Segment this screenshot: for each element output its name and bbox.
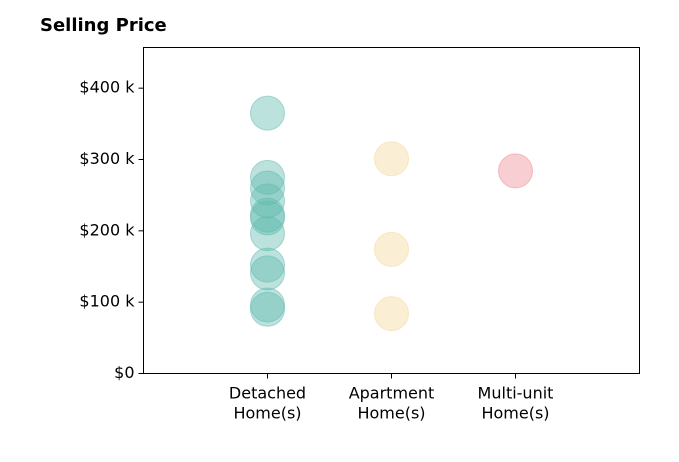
data-point — [250, 95, 285, 131]
y-tick-label: $400 k — [79, 78, 135, 97]
data-point — [498, 153, 533, 189]
chart-title: Selling Price — [40, 15, 167, 36]
data-point — [250, 255, 285, 291]
x-tick-label: Multi-unit Home(s) — [478, 384, 554, 423]
x-axis: Detached Home(s) Apartment Home(s) Multi-uni… — [229, 373, 554, 423]
x-tick-label: Detached Home(s) — [229, 384, 306, 423]
data-point — [250, 200, 285, 236]
y-tick-label: $300 k — [79, 149, 135, 168]
y-tick-label: $100 k — [79, 292, 135, 311]
data-point — [250, 291, 285, 327]
data-point — [374, 141, 409, 177]
data-point — [250, 216, 285, 252]
data-point — [374, 231, 409, 267]
y-tick-label: $200 k — [79, 220, 135, 239]
points-layer — [250, 95, 533, 332]
y-axis: $0 $100 k $200 k $300 k $400 k — [79, 78, 144, 382]
data-point — [250, 247, 285, 283]
data-point — [250, 287, 285, 323]
x-tick-label: Apartment Home(s) — [349, 384, 435, 423]
y-tick-label: $0 — [114, 363, 134, 382]
data-point — [250, 170, 285, 206]
data-point — [374, 296, 409, 332]
